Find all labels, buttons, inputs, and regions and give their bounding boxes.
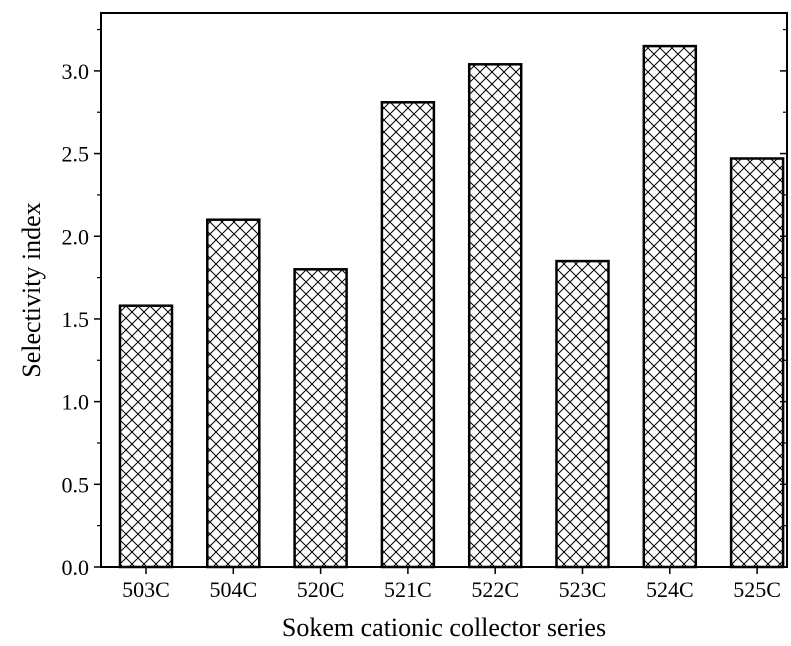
- x-tick-labels: 503C 504C 520C 521C 522C 523C 524C 525C: [122, 577, 781, 602]
- x-tick-label-521c: 521C: [384, 577, 432, 602]
- y-tick-labels: 0.0 0.5 1.0 1.5 2.0 2.5 3.0: [62, 59, 90, 580]
- y-axis-title: Selectivity index: [17, 202, 46, 377]
- y-tick-label: 2.5: [62, 142, 90, 167]
- bar-523c: [555, 259, 610, 569]
- x-tick-label-504c: 504C: [209, 577, 257, 602]
- x-tick-label-503c: 503C: [122, 577, 170, 602]
- bar-525c: [729, 157, 785, 569]
- plot-area-frame: [100, 12, 788, 568]
- bar-520c: [293, 268, 348, 569]
- y-tick-label: 1.0: [62, 390, 90, 415]
- x-tick-label-520c: 520C: [297, 577, 345, 602]
- bar-504c: [206, 218, 261, 569]
- x-axis-title: Sokem cationic collector series: [282, 613, 606, 642]
- y-tick-label: 1.5: [62, 307, 90, 332]
- bar-524c: [642, 44, 698, 569]
- x-tick-label-523c: 523C: [559, 577, 607, 602]
- bar-522c: [467, 63, 523, 569]
- x-tick-label-522c: 522C: [471, 577, 519, 602]
- bars-group: [118, 44, 785, 569]
- bar-503c: [118, 304, 174, 569]
- y-tick-label: 3.0: [62, 59, 90, 84]
- x-tick-label-524c: 524C: [646, 577, 694, 602]
- y-tick-label: 0.5: [62, 472, 90, 497]
- y-tick-label: 2.0: [62, 224, 90, 249]
- bar-521c: [380, 101, 436, 569]
- y-tick-label: 0.0: [62, 555, 90, 580]
- x-tick-label-525c: 525C: [733, 577, 781, 602]
